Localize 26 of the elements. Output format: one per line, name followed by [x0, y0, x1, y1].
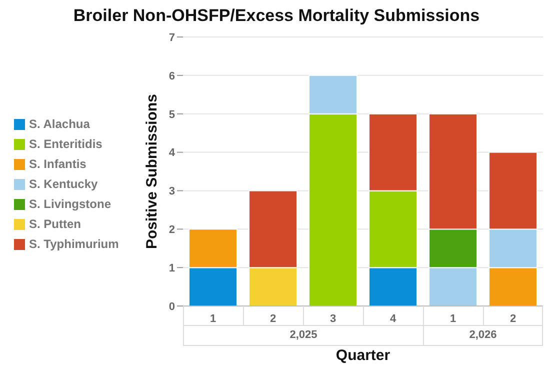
text: 2,025 — [183, 326, 423, 346]
y-tick-label: 5 — [168, 108, 175, 121]
x-tick-label: 2 — [270, 312, 276, 325]
chart-title: Broiler Non-OHSFP/Excess Mortality Submissions — [72, 6, 481, 26]
y-tick-label: 2 — [168, 224, 175, 236]
legend-label: S. Alachua — [29, 117, 90, 131]
legend-label: S. Livingstone — [29, 197, 112, 211]
x-tick-label: 4 — [390, 312, 397, 325]
legend-label: S. Infantis — [29, 157, 86, 171]
x-tick-label: 1 — [210, 312, 216, 325]
legend-label: S. Enteritidis — [29, 137, 102, 151]
x-tick-label: 1 — [450, 312, 456, 325]
x-axis-title: Quarter — [334, 347, 392, 364]
y-axis-title: Positive Submissions — [143, 94, 160, 250]
legend-label: S. Putten — [29, 217, 82, 231]
legend-label: S. Typhimurium — [29, 237, 119, 251]
y-tick-label: 1 — [168, 262, 175, 274]
text: 2,026 — [423, 326, 543, 346]
y-tick-label: 0 — [168, 300, 175, 313]
legend-label: S. Kentucky — [29, 177, 98, 191]
y-tick-label: 6 — [168, 70, 175, 82]
x-tick-label: 3 — [330, 312, 336, 325]
y-tick-label: 4 — [168, 147, 176, 160]
y-tick-label: 7 — [168, 32, 175, 44]
x-tick-label: 2 — [510, 312, 516, 325]
y-tick-label: 3 — [168, 186, 175, 198]
